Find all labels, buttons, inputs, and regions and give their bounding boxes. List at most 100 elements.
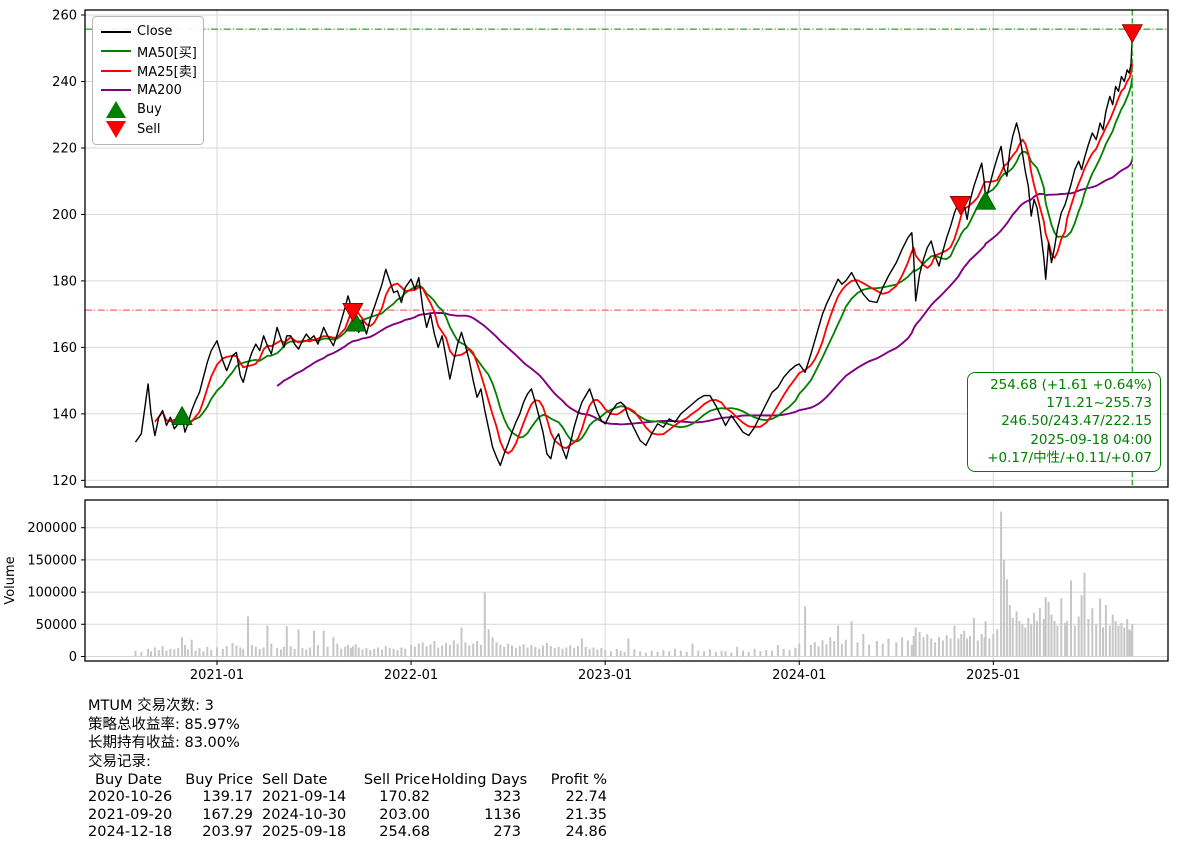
volume-bar (316, 644, 319, 657)
volume-bar (134, 650, 137, 657)
volume-bar (1102, 627, 1104, 657)
volume-bar (369, 650, 372, 657)
volume-bar (1056, 625, 1059, 657)
volume-bar (592, 647, 595, 657)
volume-bar (747, 652, 750, 657)
volume-bar (668, 651, 671, 657)
volume-bar (588, 648, 591, 657)
legend-line-swatch (100, 30, 131, 33)
buy-triangle-icon (100, 101, 131, 119)
legend-item-buy: Buy (100, 100, 196, 120)
volume-bar (1000, 511, 1003, 657)
volume-axis-label: Volume (3, 556, 18, 604)
volume-bar (404, 648, 407, 657)
volume-bar (190, 639, 193, 657)
volume-bar (881, 643, 884, 657)
x-tick-label: 2023-01 (578, 668, 632, 683)
volume-bar (413, 646, 416, 657)
legend-label: MA25[卖] (137, 65, 197, 81)
volume-bar (198, 648, 201, 657)
volume-bar (963, 630, 966, 657)
volume-bar (714, 652, 717, 657)
volume-bar (437, 647, 440, 657)
volume-bar (514, 648, 517, 657)
volume-bar (895, 642, 898, 657)
x-tick-label: 2022-01 (384, 668, 438, 683)
holding-days: 323 (493, 789, 521, 806)
volume-bar (396, 650, 399, 657)
volume-bar (926, 634, 929, 657)
volume-tick-label: 200000 (27, 521, 77, 536)
sell-date: 2024-10-30 (262, 806, 347, 823)
volume-bar (282, 646, 285, 657)
volume-bar (1021, 624, 1024, 657)
volume-bar (720, 650, 723, 657)
legend-label: Close (137, 24, 173, 40)
volume-bar (1036, 621, 1038, 657)
buy-date: 2020-10-26 (88, 789, 173, 806)
volume-bar (425, 646, 428, 657)
volume-bar (280, 649, 282, 657)
volume-bar (817, 646, 820, 657)
volume-bar (173, 649, 176, 657)
volume-bar (384, 646, 387, 657)
volume-bar (644, 652, 647, 657)
volume-bar (966, 638, 969, 657)
volume-bar (1005, 579, 1008, 657)
volume-bar (1024, 627, 1027, 657)
sell-marker (1121, 24, 1143, 44)
volume-bar (472, 643, 475, 657)
legend-item-ma25: MA25[卖] (100, 61, 197, 81)
volume-bar (804, 606, 807, 657)
volume-bar (526, 647, 529, 657)
legend-label: Buy (137, 102, 162, 118)
sell-triangle-icon (100, 120, 131, 138)
volume-bar (1038, 608, 1041, 657)
volume-bar (381, 649, 383, 657)
volume-bar (765, 650, 768, 657)
volume-bar (1099, 598, 1102, 657)
volume-bar (788, 650, 791, 657)
volume-bar (912, 635, 915, 657)
volume-bar (1114, 621, 1117, 657)
volume-bar (1047, 601, 1050, 657)
volume-bar (809, 644, 812, 657)
volume-bar (153, 647, 156, 657)
volume-bar (1050, 614, 1053, 657)
ma50-line (173, 77, 1134, 443)
sell-date: 2025-09-18 (262, 824, 347, 841)
volume-bar (901, 637, 904, 657)
volume-bar (239, 647, 242, 657)
volume-bar (821, 640, 824, 657)
volume-bar (724, 651, 727, 657)
volume-bar (1011, 617, 1014, 657)
volume-bar (266, 625, 269, 657)
volume-bar (604, 650, 607, 657)
volume-bar (656, 652, 659, 657)
volume-bar (960, 634, 963, 657)
volume-bar (619, 650, 622, 657)
volume-tick-label: 100000 (27, 586, 77, 601)
buy-price: 139.17 (202, 789, 253, 806)
volume-bar (753, 648, 756, 657)
volume-bar (600, 648, 603, 657)
volume-bar (887, 638, 890, 657)
volume-bar (1018, 621, 1021, 657)
volume-bar (186, 649, 189, 657)
volume-bar (534, 646, 537, 657)
volume-bar (969, 635, 971, 657)
volume-bar (856, 642, 859, 657)
close-line (134, 32, 1133, 467)
volume-bar (1008, 605, 1011, 657)
volume-bar (216, 647, 218, 657)
volume-bar (365, 648, 368, 657)
volume-bar (487, 629, 490, 657)
volume-bar (691, 643, 694, 657)
volume-bar (361, 649, 364, 657)
volume-bar (429, 644, 432, 657)
volume-bar (730, 652, 733, 657)
legend-line-swatch (100, 89, 131, 92)
volume-bar (336, 643, 339, 657)
annotation-ma-line: 246.50/243.47/222.15 (1001, 413, 1152, 430)
volume-bar (351, 646, 354, 657)
